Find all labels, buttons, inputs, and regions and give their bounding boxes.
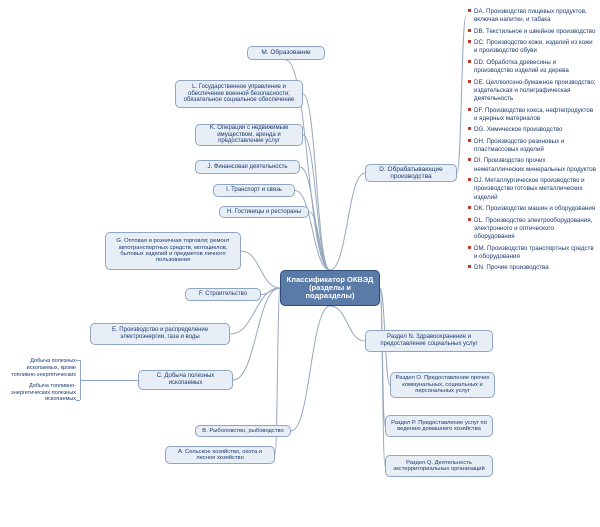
branch-Q[interactable]: Раздел Q. Деятельность экстерриториальны… xyxy=(385,455,493,477)
c-subsections-bracket: Добыча полезных ископаемых, кроме топлив… xyxy=(8,358,76,407)
branch-M[interactable]: М. Образование xyxy=(247,46,325,60)
branch-P[interactable]: Раздел P. Предоставление услуг по ведени… xyxy=(385,415,493,437)
branch-A[interactable]: A. Сельское хозяйство, охота и лесное хо… xyxy=(165,446,275,464)
branch-E[interactable]: E. Производство и распределение электроэ… xyxy=(90,323,230,345)
d-subsections-legend: DA. Производство пищевых продуктов, вклю… xyxy=(468,8,596,276)
branch-D[interactable]: D. Обрабатывающие производства xyxy=(365,164,457,182)
branch-N[interactable]: Раздел N. Здравоохранение и предоставлен… xyxy=(365,330,493,352)
branch-K[interactable]: K. Операции с недвижимым имуществом, аре… xyxy=(195,124,303,146)
branch-O[interactable]: Раздел O. Предоставление прочих коммунал… xyxy=(390,372,495,398)
center-node[interactable]: Классификатор ОКВЭД (разделы и подраздел… xyxy=(280,270,380,306)
branch-F[interactable]: F. Строительство xyxy=(185,288,261,301)
branch-L[interactable]: L. Государственное управление и обеспече… xyxy=(175,80,303,108)
branch-G[interactable]: G. Оптовая и розничная торговля; ремонт … xyxy=(105,232,241,270)
branch-H[interactable]: H. Гостиницы и рестораны xyxy=(219,206,309,218)
branch-B[interactable]: B. Рыболовство, рыбоводство xyxy=(195,425,291,437)
branch-J[interactable]: J. Финансовая деятельность xyxy=(195,160,300,174)
branch-I[interactable]: I. Транспорт и связь xyxy=(213,184,295,197)
branch-C[interactable]: С. Добыча полезных ископаемых xyxy=(138,370,233,390)
